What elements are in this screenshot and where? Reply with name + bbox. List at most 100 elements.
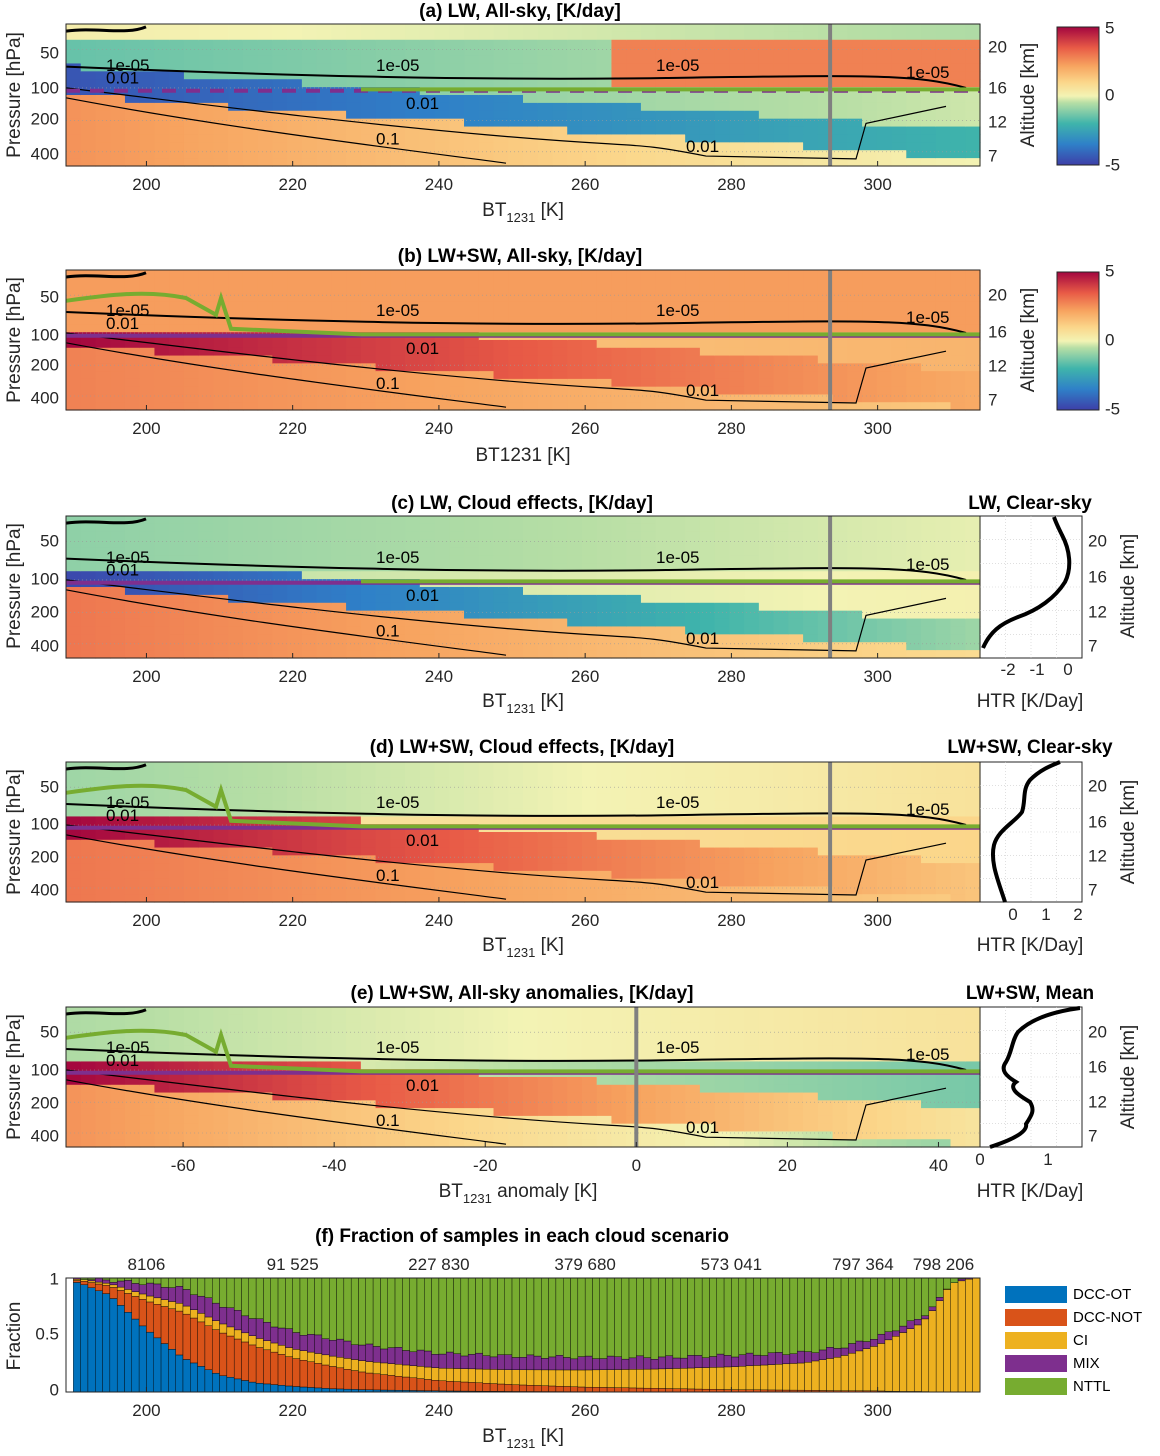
heatmap-cell bbox=[817, 626, 834, 635]
heatmap-cell bbox=[655, 785, 672, 794]
heatmap-cell bbox=[139, 539, 156, 549]
heatmap-cell bbox=[891, 24, 907, 33]
heatmap-cell bbox=[876, 355, 893, 364]
heatmap-cell bbox=[169, 394, 185, 403]
heatmap-cell bbox=[567, 316, 583, 326]
heatmap-cell bbox=[906, 587, 922, 596]
heatmap-cell bbox=[758, 394, 775, 403]
heatmap-cell bbox=[110, 1007, 126, 1016]
heatmap-cell bbox=[581, 87, 598, 96]
heatmap-cell bbox=[66, 110, 82, 120]
heatmap-cell bbox=[213, 1007, 229, 1016]
heatmap-cell bbox=[449, 563, 465, 572]
heatmap-cell bbox=[906, 102, 922, 112]
heatmap-cell bbox=[670, 347, 686, 357]
heatmap-cell bbox=[139, 594, 156, 604]
heatmap-cell bbox=[832, 642, 848, 651]
heatmap-cell bbox=[744, 150, 760, 159]
heatmap-cell bbox=[346, 547, 362, 557]
heatmap-cell bbox=[198, 793, 215, 802]
heatmap-cell bbox=[817, 158, 834, 167]
heatmap-cell bbox=[124, 31, 141, 41]
heatmap-cell bbox=[832, 158, 848, 167]
heatmap-cell bbox=[139, 626, 156, 635]
heatmap-cell bbox=[758, 24, 775, 33]
heatmap-cell bbox=[124, 894, 141, 903]
heatmap-cell bbox=[891, 808, 907, 818]
heatmap-cell bbox=[758, 626, 775, 635]
heatmap-cell bbox=[729, 301, 745, 310]
heatmap-cell bbox=[213, 150, 229, 159]
heatmap-cell bbox=[331, 762, 347, 771]
heatmap-cell bbox=[906, 832, 922, 841]
heatmap-cell bbox=[640, 301, 657, 310]
heatmap-cell bbox=[434, 355, 450, 364]
heatmap-cell bbox=[552, 371, 568, 380]
heatmap-cell bbox=[242, 87, 259, 96]
heatmap-cell bbox=[788, 134, 804, 143]
heatmap-cell bbox=[242, 769, 259, 779]
heatmap-cell bbox=[183, 800, 200, 810]
heatmap-cell bbox=[449, 95, 465, 104]
heatmap-cell bbox=[626, 340, 642, 349]
heatmap-cell bbox=[390, 95, 406, 104]
heatmap-cell bbox=[301, 158, 318, 167]
heatmap-cell bbox=[316, 894, 332, 903]
heatmap-cell bbox=[611, 870, 627, 880]
heatmap-cell bbox=[198, 1084, 215, 1094]
heatmap-cell bbox=[699, 87, 716, 96]
heatmap-cell bbox=[183, 363, 200, 372]
heatmap-cell bbox=[449, 894, 465, 903]
heatmap-cell bbox=[626, 134, 642, 143]
heatmap-cell bbox=[714, 118, 730, 128]
heatmap-cell bbox=[626, 855, 642, 864]
heatmap-cell bbox=[552, 47, 568, 57]
heatmap-cell bbox=[405, 785, 421, 794]
heatmap-cell bbox=[847, 324, 863, 333]
heatmap-cell bbox=[375, 301, 391, 310]
heatmap-cell bbox=[169, 626, 185, 635]
heatmap-cell bbox=[758, 762, 775, 771]
heatmap-cell bbox=[773, 378, 789, 388]
heatmap-cell bbox=[80, 886, 97, 895]
heatmap-cell bbox=[301, 355, 318, 364]
heatmap-cell bbox=[803, 618, 819, 628]
heatmap-cell bbox=[508, 626, 524, 635]
heatmap-cell bbox=[360, 55, 377, 65]
heatmap-cell bbox=[788, 634, 804, 643]
heatmap-cell bbox=[360, 277, 377, 287]
heatmap-cell bbox=[228, 1123, 244, 1133]
heatmap-cell bbox=[110, 563, 126, 572]
heatmap-cell bbox=[611, 39, 627, 49]
heatmap-cell bbox=[876, 158, 893, 167]
heatmap-cell bbox=[611, 355, 627, 364]
heatmap-cell bbox=[906, 95, 922, 104]
heatmap-cell bbox=[729, 531, 745, 541]
heatmap-cell bbox=[640, 126, 657, 136]
heatmap-cell bbox=[523, 539, 539, 549]
heatmap-cell bbox=[552, 618, 568, 628]
heatmap-cell bbox=[906, 118, 922, 128]
heatmap-cell bbox=[832, 878, 848, 888]
heatmap-cell bbox=[464, 142, 480, 151]
heatmap-cell bbox=[139, 1115, 156, 1125]
panel-a-colorbar bbox=[1056, 26, 1100, 166]
heatmap-cell bbox=[183, 386, 200, 396]
heatmap-cell bbox=[124, 1077, 141, 1086]
panel-c-profile-xlabel: HTR [K/Day] bbox=[977, 691, 1084, 712]
heatmap-cell bbox=[272, 24, 288, 33]
heatmap-cell bbox=[419, 79, 436, 88]
heatmap-cell bbox=[817, 371, 834, 380]
heatmap-cell bbox=[493, 150, 509, 159]
heatmap-cell bbox=[523, 808, 539, 818]
heatmap-cell bbox=[832, 324, 848, 333]
heatmap-cell bbox=[537, 277, 554, 287]
heatmap-cell bbox=[744, 324, 760, 333]
heatmap-cell bbox=[581, 158, 598, 167]
heatmap-cell bbox=[287, 270, 303, 279]
heatmap-cell bbox=[655, 555, 672, 564]
heatmap-cell bbox=[758, 39, 775, 49]
heatmap-cell bbox=[508, 642, 524, 651]
heatmap-cell bbox=[183, 110, 200, 120]
